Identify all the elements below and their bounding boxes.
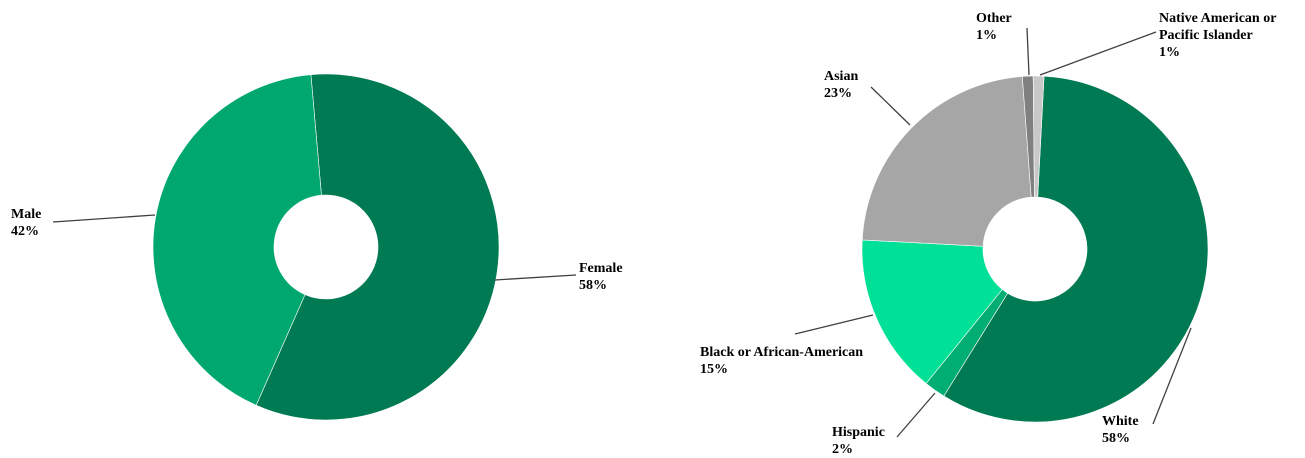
race-data-label-other: Other 1% xyxy=(976,11,1012,43)
race-leader-line-native-american-or-pacific-islander xyxy=(1039,31,1157,76)
gender-slice-male xyxy=(152,74,322,406)
gender-donut-chart: Female 58% Male 42% xyxy=(11,73,623,421)
gender-category-label-female: Female xyxy=(579,261,623,276)
race-data-label-native-american-or-pacific-islander: Native American or Pacific Islander 1% xyxy=(1159,11,1276,60)
gender-data-label-female: Female 58% xyxy=(579,261,623,293)
race-value-label-black-or-african-american: 15% xyxy=(700,362,728,377)
race-category-label-white: White xyxy=(1102,414,1139,429)
race-slice-native-american-or-pacific-islander xyxy=(1032,75,1045,198)
race-donut-chart: White 58% Hispanic 2% Black or African-Ameri… xyxy=(700,11,1276,457)
race-leader-line-hispanic xyxy=(896,392,936,438)
race-category-label-asian: Asian xyxy=(824,69,858,84)
gender-value-label-male: 42% xyxy=(11,224,39,239)
race-slice-black-or-african-american xyxy=(861,239,1003,384)
race-category-label-other: Other xyxy=(976,11,1012,26)
race-leader-line-asian xyxy=(870,86,911,126)
race-value-label-native-american-or-pacific-islander: 1% xyxy=(1159,45,1180,60)
race-leader-line-black-or-african-american xyxy=(794,314,874,335)
gender-category-label-male: Male xyxy=(11,207,41,222)
race-data-label-black-or-african-american: Black or African-American 15% xyxy=(700,345,863,377)
race-value-label-other: 1% xyxy=(976,28,997,43)
race-slice-asian xyxy=(861,76,1032,247)
race-slice-white xyxy=(943,75,1209,423)
race-leader-line-white xyxy=(1152,327,1192,425)
race-category-label-native-american-or-pacific-islander: Pacific Islander xyxy=(1159,28,1253,43)
race-value-label-hispanic: 2% xyxy=(832,442,853,457)
race-category-label-black-or-african-american: Black or African-American xyxy=(700,345,863,360)
gender-leader-line-female xyxy=(494,274,577,281)
race-category-label-native-american-or-pacific-islander: Native American or xyxy=(1159,11,1276,26)
gender-leader-line-male xyxy=(52,214,156,223)
race-category-label-hispanic: Hispanic xyxy=(832,425,885,440)
race-data-label-hispanic: Hispanic 2% xyxy=(832,425,885,457)
gender-value-label-female: 58% xyxy=(579,278,607,293)
race-data-label-white: White 58% xyxy=(1102,414,1139,446)
race-value-label-asian: 23% xyxy=(824,86,852,101)
gender-data-label-male: Male 42% xyxy=(11,207,41,239)
race-value-label-white: 58% xyxy=(1102,431,1130,446)
gender-slice-female xyxy=(255,73,500,421)
race-leader-line-other xyxy=(1026,27,1030,76)
race-data-label-asian: Asian 23% xyxy=(824,69,858,101)
